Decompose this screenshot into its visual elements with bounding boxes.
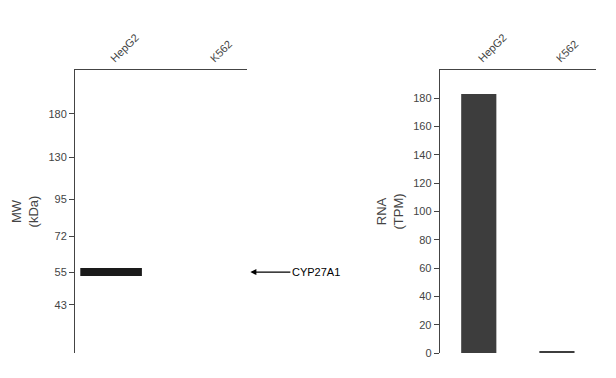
svg-text:160: 160	[413, 120, 431, 132]
svg-text:CYP27A1: CYP27A1	[292, 266, 340, 278]
svg-text:0: 0	[425, 347, 431, 359]
svg-text:72: 72	[55, 230, 67, 242]
svg-text:95: 95	[55, 193, 67, 205]
svg-text:130: 130	[48, 151, 66, 163]
svg-text:120: 120	[413, 177, 431, 189]
svg-text:43: 43	[55, 299, 67, 311]
svg-text:140: 140	[413, 149, 431, 161]
svg-text:180: 180	[413, 92, 431, 104]
svg-text:80: 80	[419, 234, 431, 246]
svg-text:HepG2: HepG2	[108, 31, 141, 64]
svg-text:RNA(TPM): RNA(TPM)	[374, 193, 406, 229]
svg-text:20: 20	[419, 319, 431, 331]
svg-text:HepG2: HepG2	[476, 31, 509, 64]
svg-text:K562: K562	[208, 38, 235, 65]
svg-text:MW(kDa): MW(kDa)	[9, 196, 41, 228]
svg-text:60: 60	[419, 262, 431, 274]
svg-text:K562: K562	[554, 38, 581, 65]
svg-text:100: 100	[413, 205, 431, 217]
svg-text:180: 180	[48, 108, 66, 120]
svg-text:55: 55	[55, 266, 67, 278]
svg-text:40: 40	[419, 290, 431, 302]
